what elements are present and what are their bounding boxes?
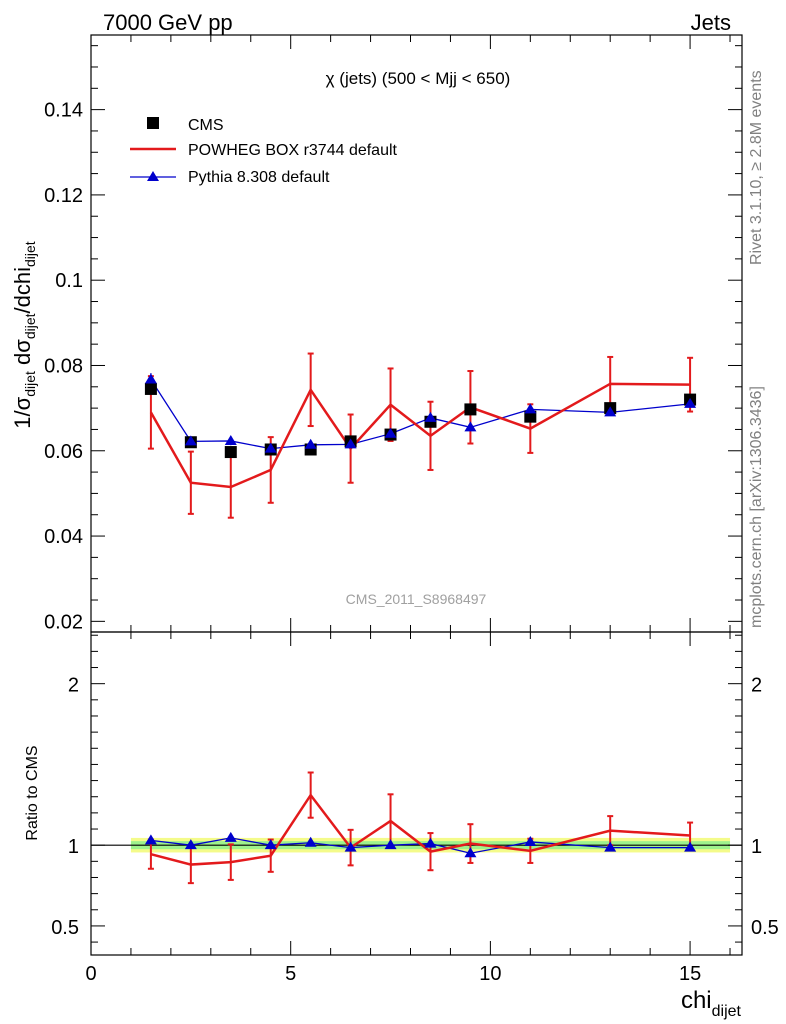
pythia-data-point: [344, 438, 357, 449]
pythia-data-point: [524, 403, 537, 414]
analysis-watermark: CMS_2011_S8968497: [346, 591, 487, 607]
pythia-data-point: [384, 427, 397, 438]
main-y-tick-label: 0.02: [44, 611, 83, 633]
main-y-tick-label: 0.1: [55, 270, 83, 292]
pythia-data-point: [604, 406, 617, 417]
main-y-tick-label: 0.04: [44, 526, 83, 548]
main-panel: 0.02 0.04 0.06 0.08 0.1 0.12 0.14: [44, 34, 743, 633]
pythia-data-point: [264, 442, 277, 453]
header-right-label: Jets: [691, 10, 731, 35]
ratio-pythia-point: [224, 831, 237, 842]
cms-data-point: [224, 446, 237, 459]
pythia-data-point: [144, 373, 157, 384]
main-y-tick-label: 0.06: [44, 441, 83, 463]
header-left-label: 7000 GeV pp: [103, 10, 233, 35]
pythia-data-point: [184, 435, 197, 446]
x-tick-label: 15: [679, 963, 701, 985]
main-y-tick-label: 0.12: [44, 185, 83, 207]
main-axis-ticks: 0.02 0.04 0.06 0.08 0.1 0.12 0.14: [44, 35, 742, 633]
pythia-data-point: [684, 397, 697, 408]
ratio-pythia-point: [184, 839, 197, 850]
rivet-info-label: Rivet 3.1.10, ≥ 2.8M events: [748, 70, 765, 265]
ratio-pythia-point: [464, 847, 477, 858]
ratio-y-tick-label-right: 0.5: [751, 917, 779, 939]
ratio-axis-ticks: 0 5 10 15 0.5 0.5 1 1 2 2: [51, 632, 779, 985]
ratio-y-tick-label-right: 2: [751, 675, 762, 697]
legend: CMS POWHEG BOX r3744 default Pythia 8.30…: [130, 117, 398, 186]
ratio-pythia-point: [264, 839, 277, 850]
main-y-tick-label: 0.14: [44, 100, 83, 122]
ratio-pythia-point: [684, 841, 697, 852]
ratio-y-tick-label-right: 1: [751, 836, 762, 858]
pythia-data-point: [424, 411, 437, 422]
plot-title: χ (jets) (500 < Mjj < 650): [326, 69, 511, 88]
pythia-data-point: [464, 421, 477, 432]
x-tick-label: 0: [85, 963, 96, 985]
legend-powheg-label: POWHEG BOX r3744 default: [188, 142, 398, 159]
legend-pythia-label: Pythia 8.308 default: [188, 169, 330, 186]
main-y-tick-label: 0.08: [44, 355, 83, 377]
cms-data-point: [144, 382, 157, 395]
ratio-y-tick-label-left: 1: [68, 836, 79, 858]
cms-data-point: [524, 410, 537, 423]
ratio-panel: 0 5 10 15 0.5 0.5 1 1 2 2: [51, 631, 779, 985]
mcplots-info-label: mcplots.cern.ch [arXiv:1306.3436]: [748, 386, 765, 628]
ratio-pythia-point: [144, 834, 157, 845]
ratio-pythia-point: [344, 841, 357, 852]
legend-pythia-marker: [147, 171, 159, 181]
ratio-y-tick-label-left: 0.5: [51, 917, 79, 939]
powheg-series-line: [149, 382, 691, 489]
ratio-pythia-point: [604, 841, 617, 852]
ratio-y-axis-label: Ratio to CMS: [24, 745, 41, 840]
ratio-pythia-line: [150, 837, 691, 854]
legend-cms-marker: [147, 117, 159, 129]
x-tick-label: 10: [479, 963, 501, 985]
ratio-powheg-line: [150, 792, 691, 866]
ratio-series-layer: [144, 771, 697, 885]
legend-cms-label: CMS: [188, 117, 224, 134]
ratio-pythia-point: [524, 835, 537, 846]
cms-data-point: [464, 403, 477, 416]
ratio-panel-frame: [90, 631, 743, 956]
pythia-series-line: [150, 379, 691, 450]
ratio-y-tick-label-left: 2: [68, 675, 79, 697]
main-series-layer: [144, 352, 697, 519]
ratio-pythia-point: [384, 839, 397, 850]
ratio-pythia-point: [304, 836, 317, 847]
ratio-pythia-point: [424, 837, 437, 848]
pythia-data-point: [224, 434, 237, 445]
pythia-data-point: [304, 438, 317, 449]
x-tick-label: 5: [285, 963, 296, 985]
